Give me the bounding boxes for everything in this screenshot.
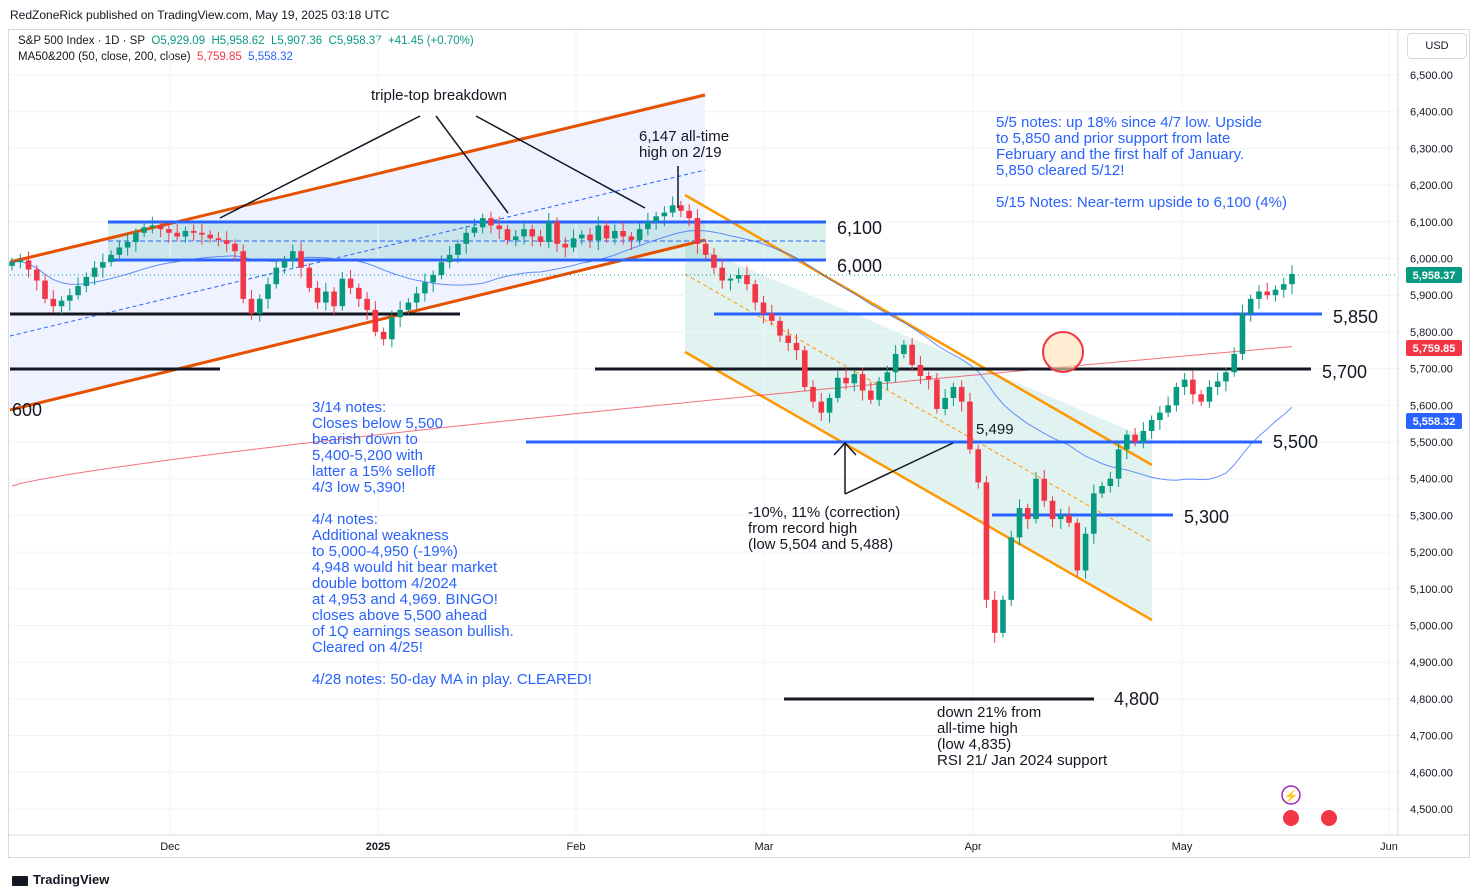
legend-symbol[interactable]: S&P 500 Index · 1D · SP	[18, 35, 145, 47]
tradingview-logo-text: TradingView	[33, 872, 110, 887]
legend-ohlc[interactable]: S&P 500 Index · 1D · SP O5,929.09 H5,958…	[18, 35, 474, 47]
legend-change: +41.45 (+0.70%)	[388, 35, 474, 47]
legend-high: H5,958.62	[211, 35, 265, 47]
tradingview-logo-icon	[12, 875, 28, 886]
legend-open: O5,929.09	[151, 35, 206, 47]
top-bar: RedZoneRick published on TradingView.com…	[0, 0, 1479, 30]
currency-button[interactable]: USD	[1407, 33, 1467, 59]
tradingview-logo[interactable]: TradingView	[12, 872, 109, 887]
footer	[0, 860, 1479, 895]
legend-ma200-value: 5,558.32	[248, 51, 293, 63]
legend-ma50-value: 5,759.85	[197, 51, 242, 63]
legend-low: L5,907.36	[270, 35, 323, 47]
legend-ma[interactable]: MA50&200 (50, close, 200, close) 5,759.8…	[18, 51, 293, 63]
legend-close: C5,958.37	[328, 35, 382, 47]
publisher-text: RedZoneRick published on TradingView.com…	[10, 8, 390, 22]
legend-ma-label[interactable]: MA50&200 (50, close, 200, close)	[18, 51, 191, 63]
chart-frame[interactable]	[8, 29, 1470, 858]
